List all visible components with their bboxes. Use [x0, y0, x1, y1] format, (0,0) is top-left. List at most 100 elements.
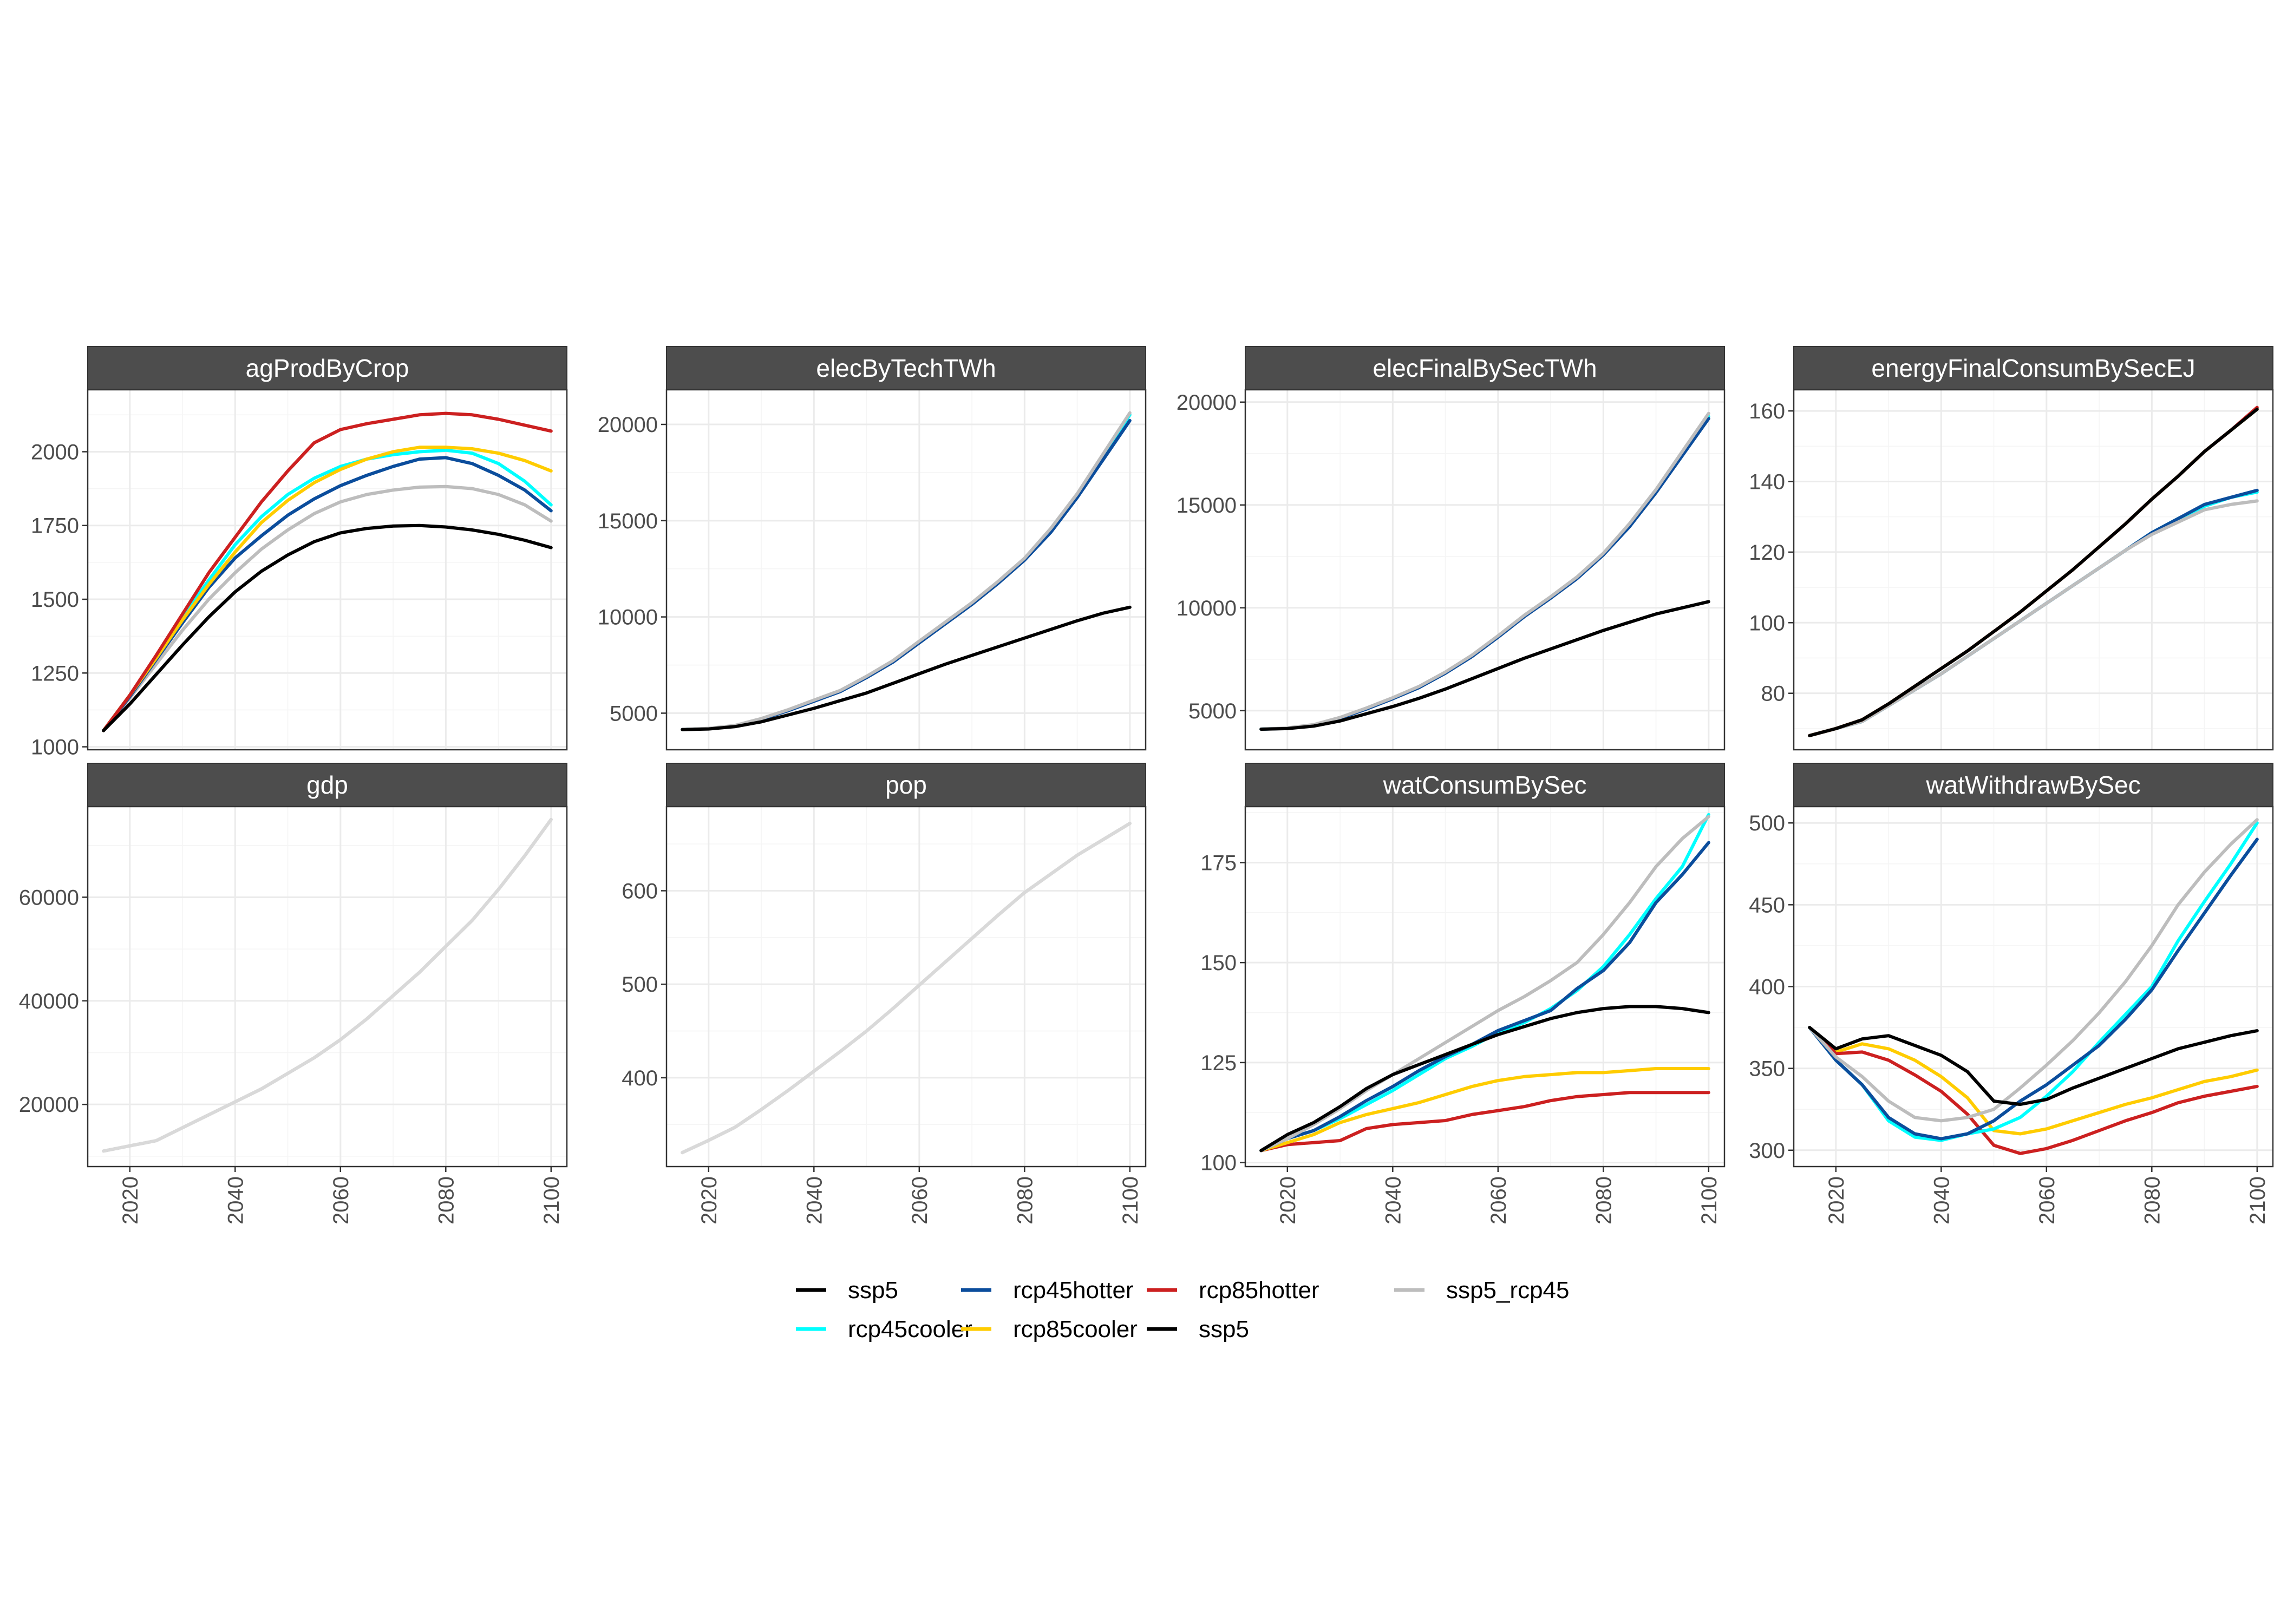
panel-elecfinalbysectwh: elecFinalBySecTWh 5000 10000 15000 20000	[1177, 346, 1726, 751]
series-line-ssp5	[1259, 1005, 1710, 1152]
y-tick-label: 15000	[1177, 494, 1237, 518]
x-tick-label: 2040	[1930, 1176, 1953, 1224]
legend-item-ssp5: ssp5	[1147, 1316, 1249, 1343]
series-line-ssp5-rcp45	[1259, 815, 1710, 1152]
panel-strip	[87, 346, 567, 390]
x-tick-label: 2020	[1825, 1176, 1848, 1224]
legend-label: rcp85hotter	[1199, 1277, 1319, 1304]
chart-legend: ssp5 rcp45cooler rcp45hotter rcp85cooler rcp…	[796, 1277, 1569, 1343]
legend-label: ssp5_rcp45	[1446, 1277, 1569, 1304]
y-tick-label: 350	[1749, 1057, 1785, 1081]
x-tick-label: 2100	[2246, 1176, 2270, 1224]
panel-border	[87, 806, 568, 1168]
y-tick-label: 140	[1749, 470, 1785, 494]
x-tick-label: 2100	[1119, 1176, 1142, 1224]
plot-area	[1794, 390, 2273, 750]
x-tick-label: 2060	[908, 1176, 932, 1224]
panel-title: watConsumBySec	[1383, 771, 1587, 799]
y-tick-label: 300	[1749, 1139, 1785, 1163]
series-line-ssp5	[1808, 407, 2259, 737]
panel-pop: pop 400 500 600 2020 2040 2060 2080 2100	[622, 763, 1147, 1224]
panel-border	[1244, 389, 1726, 751]
series-line-rcp85hotter	[1259, 1091, 1710, 1152]
x-tick-label: 2020	[119, 1176, 142, 1224]
y-tick-label: 60000	[19, 886, 79, 909]
panel-title: elecByTechTWh	[816, 354, 996, 382]
x-tick-label: 2040	[224, 1176, 247, 1224]
y-tick-label: 450	[1749, 893, 1785, 917]
y-tick-label: 400	[622, 1066, 658, 1090]
panel-strip	[1793, 763, 2273, 807]
series-line-rcp45hotter	[1259, 841, 1710, 1152]
x-tick-label: 2080	[434, 1176, 458, 1224]
y-tick-label: 10000	[1177, 597, 1237, 620]
y-tick-label: 500	[1749, 811, 1785, 835]
y-tick-label: 1500	[31, 588, 79, 612]
panel-watwithdrawbysec: watWithdrawBySec 300 350 400 450 500 2020 2040 2…	[1749, 763, 2274, 1224]
legend-label: ssp5	[1199, 1316, 1249, 1343]
series-line-ssp5-rcp45	[681, 411, 1132, 731]
panel-strip	[666, 763, 1146, 807]
legend-item-rcp85cooler: rcp85cooler	[961, 1316, 1138, 1343]
legend-item-ssp5-rcp45: ssp5_rcp45	[1394, 1277, 1569, 1304]
panel-strip	[666, 346, 1146, 390]
series-line-rcp85cooler	[1259, 1067, 1710, 1152]
y-tick-label: 40000	[19, 990, 79, 1013]
y-tick-label: 1000	[31, 736, 79, 759]
y-tick-label: 5000	[1188, 699, 1237, 723]
x-tick-label: 2080	[2140, 1176, 2164, 1224]
panel-strip	[1793, 346, 2273, 390]
plot-area	[666, 390, 1146, 750]
y-tick-label: 10000	[598, 606, 658, 630]
panel-strip	[87, 763, 567, 807]
legend-label: rcp85cooler	[1013, 1316, 1138, 1343]
y-tick-label: 500	[622, 973, 658, 997]
y-tick-label: 160	[1749, 400, 1785, 423]
panel-border	[665, 806, 1147, 1168]
y-tick-label: 600	[622, 879, 658, 903]
series-line-ssp5-rcp45	[102, 484, 553, 732]
series-line-ssp5	[681, 822, 1132, 1155]
y-tick-label: 175	[1200, 851, 1237, 875]
panel-watconsumbysec: watConsumBySec 100 125 150 175 2020 2040 2060 20…	[1200, 763, 1726, 1224]
panel-title: energyFinalConsumBySecEJ	[1871, 354, 2195, 382]
series-line-ssp5	[681, 605, 1132, 731]
y-tick-label: 80	[1761, 682, 1786, 706]
panel-title: watWithdrawBySec	[1925, 771, 2140, 799]
panel-strip	[1245, 763, 1725, 807]
x-tick-label: 2060	[1487, 1176, 1511, 1224]
y-tick-label: 2000	[31, 440, 79, 464]
y-tick-label: 100	[1200, 1151, 1237, 1175]
plot-area	[1245, 807, 1724, 1167]
panel-energyfinalconsumbysecej: energyFinalConsumBySecEJ 80 100 120 140 160	[1749, 346, 2274, 751]
legend-item-rcp85hotter: rcp85hotter	[1147, 1277, 1319, 1304]
plot-area	[88, 807, 567, 1167]
series-line-rcp45hotter	[1808, 837, 2259, 1141]
panel-title: agProdByCrop	[246, 354, 409, 382]
y-tick-label: 20000	[598, 413, 658, 437]
legend-item-rcp45hotter: rcp45hotter	[961, 1277, 1134, 1304]
legend-label: rcp45cooler	[848, 1316, 972, 1343]
series-line-rcp85cooler	[102, 446, 553, 732]
chart-panels: agProdByCrop 1000 1250 1500 1750 2000 elecByTe…	[19, 346, 2274, 1224]
y-tick-label: 150	[1200, 951, 1237, 975]
y-tick-label: 20000	[19, 1093, 79, 1117]
panel-border	[1244, 806, 1726, 1168]
x-tick-label: 2100	[1697, 1176, 1721, 1224]
plot-area	[88, 390, 567, 750]
series-line-rcp85cooler	[1808, 1026, 2259, 1136]
series-line-rcp85hotter	[102, 411, 553, 732]
legend-label: ssp5	[848, 1277, 898, 1304]
x-tick-label: 2060	[2035, 1176, 2059, 1224]
x-tick-label: 2100	[540, 1176, 564, 1224]
legend-item-ssp5: ssp5	[796, 1277, 898, 1304]
series-line-rcp45cooler	[1808, 821, 2259, 1142]
legend-label: rcp45hotter	[1013, 1277, 1134, 1304]
y-tick-label: 15000	[598, 509, 658, 533]
panel-title: elecFinalBySecTWh	[1373, 354, 1597, 382]
x-tick-label: 2020	[1276, 1176, 1300, 1224]
panel-border	[665, 389, 1147, 751]
series-line-ssp5-rcp45	[1259, 411, 1710, 731]
x-tick-label: 2080	[1013, 1176, 1037, 1224]
